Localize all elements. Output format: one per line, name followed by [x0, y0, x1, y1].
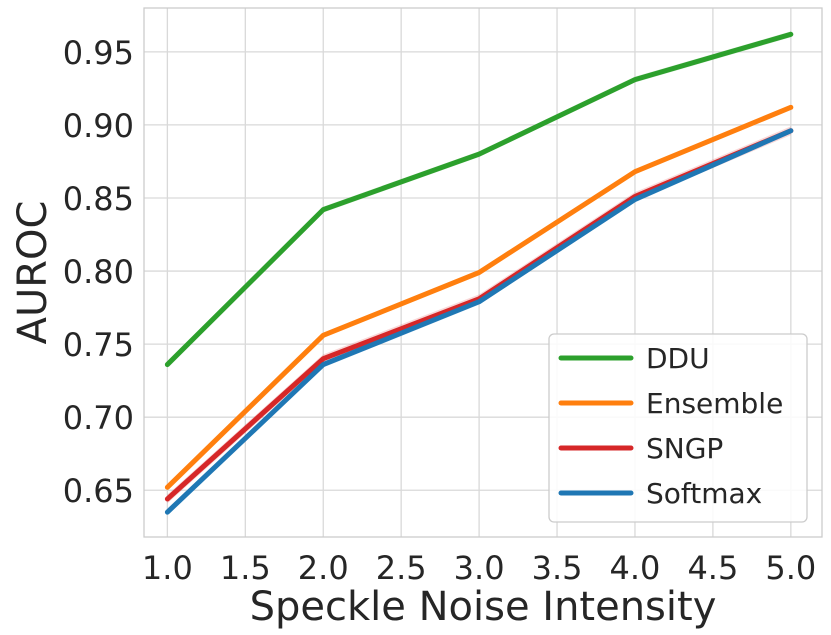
x-tick-label: 4.5 [687, 549, 738, 587]
x-tick-label: 1.0 [142, 549, 193, 587]
y-tick-label: 0.95 [63, 34, 134, 72]
y-tick-labels: 0.65 0.70 0.75 0.80 0.85 0.90 0.95 [63, 34, 134, 510]
y-axis-title: AUROC [10, 201, 56, 345]
y-tick-label: 0.65 [63, 472, 134, 510]
y-tick-label: 0.90 [63, 107, 134, 145]
legend-label-ensemble: Ensemble [646, 387, 783, 420]
x-tick-label: 1.5 [220, 549, 271, 587]
x-tick-label: 3.5 [532, 549, 583, 587]
legend-label-softmax: Softmax [646, 477, 762, 510]
y-tick-label: 0.70 [63, 399, 134, 437]
legend-label-sngp: SNGP [646, 432, 723, 465]
line-ddu [164, 31, 794, 368]
y-tick-label: 0.80 [63, 253, 134, 291]
x-axis-title: Speckle Noise Intensity [250, 584, 717, 630]
y-tick-label: 0.75 [63, 326, 134, 364]
y-tick-label: 0.85 [63, 180, 134, 218]
x-tick-label: 4.0 [610, 549, 661, 587]
line-ensemble [164, 104, 794, 490]
legend-label-ddu: DDU [646, 342, 710, 375]
x-tick-label: 2.0 [298, 549, 349, 587]
line-softmax [164, 128, 794, 515]
legend: DDU Ensemble SNGP Softmax [548, 333, 808, 523]
series-lines [164, 31, 794, 515]
x-tick-label: 5.0 [765, 549, 816, 587]
x-tick-labels: 1.0 1.5 2.0 2.5 3.0 3.5 4.0 4.5 5.0 [142, 549, 816, 587]
plot-area-frame [143, 7, 823, 538]
x-tick-label: 3.0 [454, 549, 505, 587]
x-tick-label: 2.5 [376, 549, 427, 587]
legend-box [548, 333, 808, 523]
